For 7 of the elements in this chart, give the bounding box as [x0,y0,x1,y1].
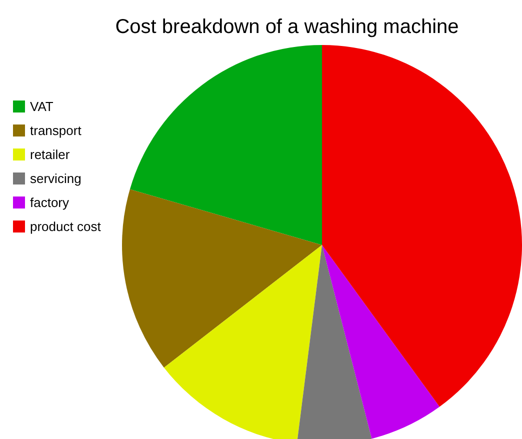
legend-label: product cost [30,219,102,234]
legend-label: VAT [30,99,54,114]
legend-label: factory [30,195,70,210]
legend-label: retailer [30,147,70,162]
legend-label: transport [30,123,82,138]
legend-label: servicing [30,171,82,186]
chart-title: Cost breakdown of a washing machine [115,16,459,38]
